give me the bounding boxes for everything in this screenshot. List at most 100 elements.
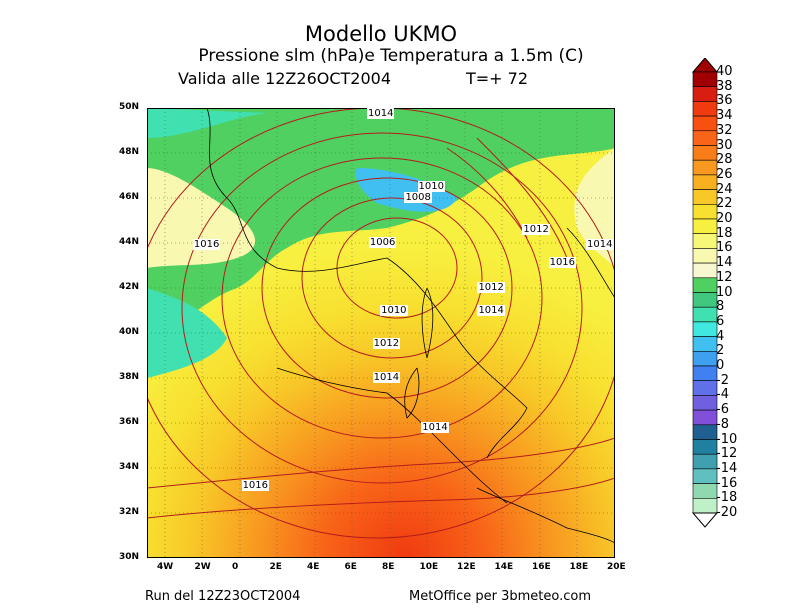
mild-zone-west bbox=[147, 168, 256, 268]
colorbar-swatch bbox=[692, 306, 718, 323]
colorbar-swatch bbox=[692, 71, 718, 87]
lon-tick-label: 2E bbox=[269, 562, 282, 572]
lon-tick-label: 4W bbox=[157, 562, 174, 572]
colorbar-swatch bbox=[692, 277, 718, 293]
colorbar-tick-label: 28 bbox=[716, 152, 733, 168]
map-panel: 1014 1010 1008 1006 1012 1014 1016 1016 1012 1014… bbox=[147, 108, 615, 558]
colorbar-tick-label: -18 bbox=[716, 490, 738, 506]
colorbar-tick-label: -14 bbox=[716, 460, 738, 476]
colorbar-swatch bbox=[692, 130, 718, 146]
isobar-label: 1016 bbox=[192, 239, 221, 251]
colorbar-tick-label: -12 bbox=[716, 446, 738, 462]
colorbar-swatch bbox=[692, 365, 718, 381]
colorbar-tick-label: 10 bbox=[716, 284, 733, 300]
colorbar-tick-label: 2 bbox=[716, 343, 725, 359]
lat-tick-label: 32N bbox=[119, 507, 140, 517]
colorbar-tick-label: -2 bbox=[716, 372, 729, 388]
colorbar-swatch bbox=[692, 424, 718, 440]
colorbar-tick-label: 8 bbox=[716, 299, 725, 315]
credit-text: MetOffice per 3bmeteo.com bbox=[409, 589, 592, 604]
cool-zone-nw bbox=[147, 108, 267, 138]
colorbar-swatch bbox=[692, 233, 718, 249]
colorbar-tick-label: -8 bbox=[716, 416, 729, 432]
colorbar-tick-label: 12 bbox=[716, 269, 733, 285]
colorbar-swatch bbox=[692, 86, 718, 102]
colorbar-tick-label: 16 bbox=[716, 240, 733, 256]
colorbar-tick-label: 38 bbox=[716, 78, 733, 94]
colorbar-swatch bbox=[692, 350, 718, 367]
colorbar-swatch bbox=[692, 262, 718, 279]
colorbar-tick-label: 18 bbox=[716, 225, 733, 241]
lon-tick-label: 12E bbox=[457, 562, 476, 572]
colorbar-swatch bbox=[692, 248, 718, 264]
lon-tick-label: 0 bbox=[232, 562, 239, 572]
colorbar-top-arrow bbox=[691, 58, 719, 73]
colorbar-tick-label: 40 bbox=[716, 64, 733, 79]
colorbar-swatch bbox=[692, 189, 718, 205]
isobar-label: 1012 bbox=[522, 223, 550, 235]
colorbar-tick-label: 24 bbox=[716, 181, 733, 197]
lon-tick-label: 14E bbox=[494, 562, 514, 572]
cool-zone-north bbox=[147, 108, 615, 348]
lat-lon-grid bbox=[147, 108, 615, 558]
colorbar-swatch bbox=[692, 483, 718, 499]
colorbar-swatch bbox=[692, 453, 718, 470]
colorbar-tick-label: 6 bbox=[716, 313, 725, 329]
forecast-step: T=+ 72 bbox=[466, 69, 529, 88]
lat-tick-label: 50N bbox=[119, 102, 140, 112]
lon-tick-label: 6E bbox=[344, 562, 357, 572]
colorbar-swatch bbox=[692, 145, 718, 161]
colorbar-swatch bbox=[692, 292, 718, 308]
lat-tick-label: 46N bbox=[119, 192, 140, 202]
map-title: Modello UKMO bbox=[304, 22, 458, 46]
lat-tick-label: 40N bbox=[119, 327, 140, 337]
colorbar-swatch bbox=[692, 439, 718, 455]
colorbar-tick-label: -4 bbox=[716, 387, 729, 403]
map-subtitle: Pressione slm (hPa)e Temperatura a 1.5m … bbox=[198, 46, 584, 66]
colorbar-swatch bbox=[692, 115, 718, 132]
colorbar-swatch bbox=[692, 336, 718, 352]
isobar-label: 1014 bbox=[367, 108, 395, 119]
lat-tick-label: 36N bbox=[119, 417, 140, 427]
colorbar-swatch bbox=[692, 395, 718, 411]
colorbar-swatch bbox=[692, 218, 718, 234]
colorbar-swatch bbox=[692, 497, 718, 514]
colorbar-tick-label: 30 bbox=[716, 137, 733, 153]
isobar-label: 1006 bbox=[368, 237, 397, 248]
lon-tick-label: 16E bbox=[532, 562, 551, 572]
lon-tick-label: 10E bbox=[419, 562, 439, 572]
isobar-label: 1010 bbox=[417, 180, 445, 192]
colorbar-tick-label: 32 bbox=[716, 122, 733, 138]
colorbar-swatch bbox=[692, 101, 718, 117]
colorbar-tick-label: 22 bbox=[716, 196, 733, 212]
isobar-label: 1008 bbox=[404, 192, 432, 203]
isobar-label: 1014 bbox=[372, 372, 401, 383]
lon-tick-label: 20E bbox=[607, 562, 626, 572]
coastlines bbox=[206, 108, 615, 544]
isobar-label: 1010 bbox=[380, 304, 408, 316]
colorbar-swatch bbox=[692, 159, 718, 176]
colorbar-tick-label: -6 bbox=[716, 402, 729, 418]
colorbar-swatch bbox=[692, 174, 718, 190]
lat-tick-label: 38N bbox=[119, 372, 140, 382]
colorbar bbox=[691, 58, 719, 528]
colorbar-tick-label: 36 bbox=[716, 93, 733, 109]
temperature-field bbox=[147, 108, 615, 558]
lon-tick-label: 8E bbox=[382, 562, 395, 572]
isobar-label: 1012 bbox=[477, 282, 505, 293]
lon-tick-label: 18E bbox=[569, 562, 589, 572]
colorbar-tick-label: -16 bbox=[716, 475, 738, 491]
isobar-label: 1014 bbox=[421, 421, 449, 433]
lat-tick-label: 44N bbox=[119, 237, 140, 247]
lat-tick-label: 42N bbox=[119, 282, 140, 292]
colorbar-swatch bbox=[692, 321, 718, 337]
colorbar-tick-label: -20 bbox=[716, 505, 738, 520]
colorbar-tick-label: 20 bbox=[716, 211, 733, 226]
colorbar-tick-label: 14 bbox=[716, 255, 733, 271]
colorbar-bottom-arrow bbox=[691, 512, 719, 528]
colorbar-swatch bbox=[692, 409, 718, 426]
colorbar-tick-label: 4 bbox=[716, 328, 725, 344]
valid-date: Valida alle 12Z26OCT2004 bbox=[178, 69, 392, 88]
isobar-label: 1016 bbox=[241, 480, 270, 491]
colorbar-tick-label: 34 bbox=[716, 108, 733, 124]
